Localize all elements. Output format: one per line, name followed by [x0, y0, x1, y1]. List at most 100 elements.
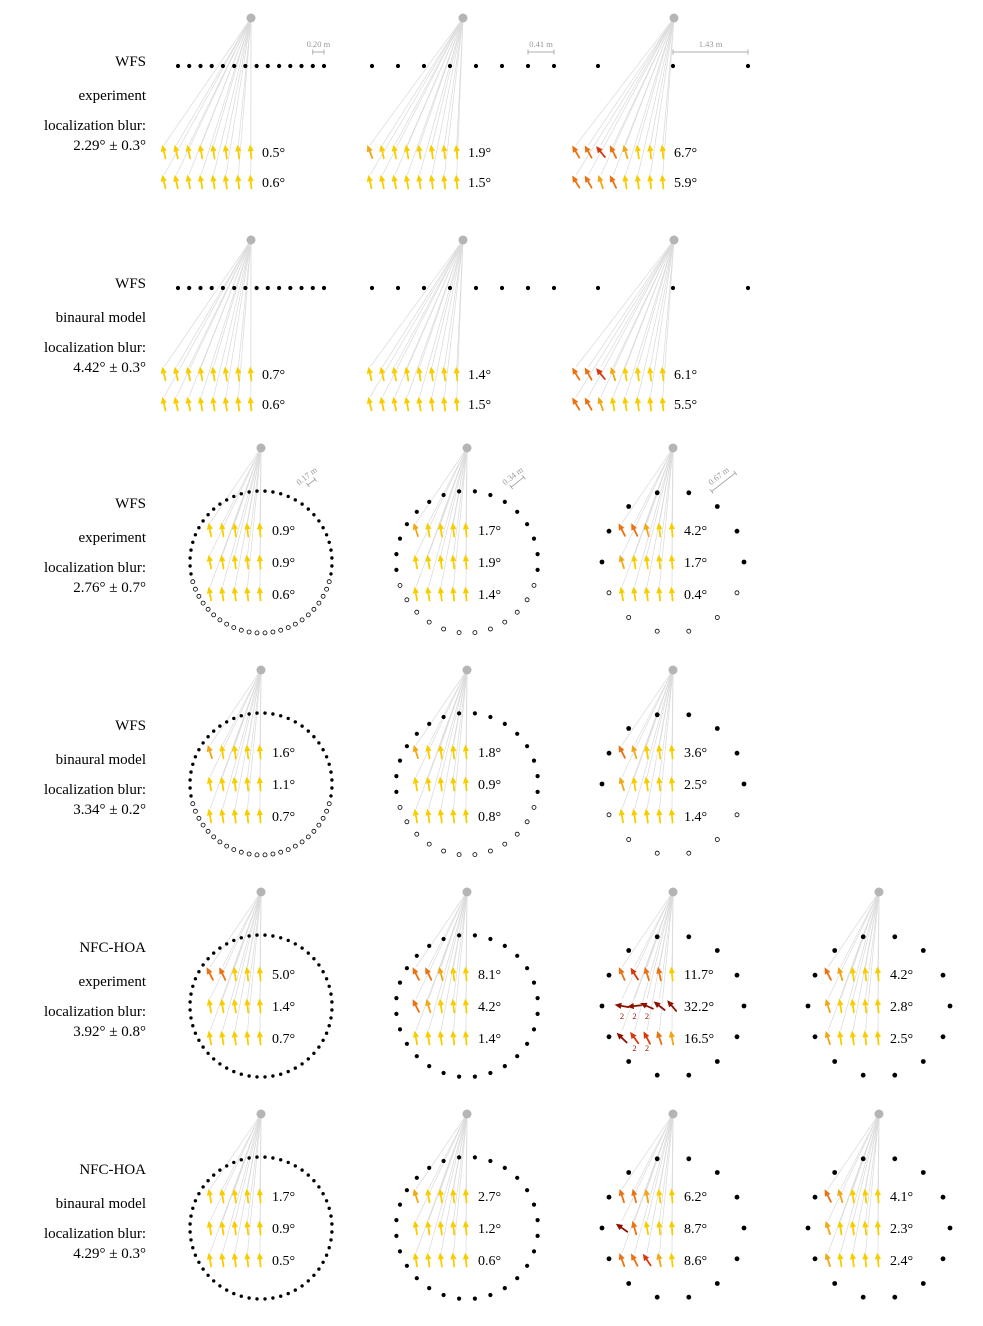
loudspeaker-dot [473, 1297, 477, 1301]
loudspeaker-dot [525, 744, 529, 748]
perceived-direction-arrow [643, 554, 651, 569]
perceived-direction-arrow [659, 366, 666, 380]
inactive-loudspeaker-dot [225, 622, 229, 626]
perceived-direction-arrow [874, 1252, 881, 1266]
loudspeaker-dot [329, 992, 332, 995]
loudspeaker-dot [240, 492, 243, 495]
perceived-direction-arrow [172, 396, 181, 411]
loudspeaker-dot [596, 286, 600, 290]
perceived-direction-arrow [218, 1252, 226, 1267]
loudspeaker-dot [240, 1073, 243, 1076]
angle-label: 5.9° [674, 176, 697, 191]
inactive-loudspeaker-dot [442, 627, 446, 631]
loudspeaker-dot [266, 286, 270, 290]
perceived-direction-arrow [643, 744, 651, 759]
inactive-loudspeaker-dot [232, 848, 236, 852]
perceived-direction-arrow [231, 1252, 239, 1267]
loudspeaker-dot [212, 1279, 215, 1282]
virtual-source-dot [669, 444, 678, 453]
loudspeaker-dot [300, 1284, 303, 1287]
perceived-direction-arrow [618, 808, 626, 823]
loudspeaker-dot [948, 1226, 953, 1231]
loudspeaker-dot [415, 1276, 419, 1280]
loudspeaker-dot [232, 64, 236, 68]
loudspeaker-dot [503, 1286, 507, 1290]
loudspeaker-dot [307, 507, 310, 510]
perceived-direction-arrow [643, 808, 651, 823]
loudspeaker-dot [600, 560, 605, 565]
method-label: binaural model [0, 750, 146, 770]
perceived-direction-arrow [836, 1252, 844, 1267]
inactive-loudspeaker-dot [191, 802, 195, 806]
loudspeaker-dot [311, 286, 315, 290]
blur-value: 3.34° ± 0.2° [0, 800, 146, 820]
loudspeaker-dot [806, 1226, 811, 1231]
perceived-direction-arrow [390, 396, 399, 411]
loudspeaker-dot [442, 715, 446, 719]
loudspeaker-dot [832, 1059, 837, 1064]
method-label: experiment [0, 972, 146, 992]
perceived-direction-arrow [441, 174, 449, 189]
loudspeaker-dot [212, 507, 215, 510]
perceived-direction-arrow [668, 1188, 675, 1202]
perceived-direction-arrow [647, 174, 655, 189]
loudspeaker-dot [325, 977, 328, 980]
angle-label: 1.7° [272, 1190, 295, 1205]
inactive-loudspeaker-dot [627, 616, 631, 620]
perceived-direction-arrow [659, 144, 666, 158]
loudspeaker-dot [405, 1042, 409, 1046]
perceived-direction-arrow [874, 1030, 881, 1044]
inactive-loudspeaker-dot [627, 838, 631, 842]
perceived-direction-arrow [462, 522, 469, 536]
loudspeaker-dot [279, 936, 282, 939]
loudspeaker-dot [394, 568, 398, 572]
loudspeaker-dot [442, 1159, 446, 1163]
loudspeaker-dot [941, 1256, 946, 1261]
inactive-loudspeaker-dot [532, 805, 536, 809]
virtual-source-dot [257, 666, 266, 675]
angle-label: 1.4° [478, 1032, 501, 1047]
loudspeaker-dot [218, 946, 221, 949]
perceived-direction-arrow [617, 1188, 627, 1203]
inactive-loudspeaker-dot [218, 618, 222, 622]
perceived-direction-arrow [424, 1030, 432, 1045]
loudspeaker-dot [189, 1238, 192, 1241]
loudspeaker-dot [287, 1292, 290, 1295]
inactive-loudspeaker-dot [327, 580, 331, 584]
perceived-direction-arrow [231, 522, 239, 537]
perceived-direction-arrow [437, 1030, 445, 1045]
loudspeaker-dot [735, 1256, 740, 1261]
perceived-direction-arrow [462, 1220, 469, 1234]
loudspeaker-dot [255, 1297, 258, 1300]
angle-label: 0.6° [272, 588, 295, 603]
array-panel: 4.1°2.3°2.4° [776, 1104, 980, 1326]
inactive-loudspeaker-dot [321, 594, 325, 598]
inactive-loudspeaker-dot [398, 805, 402, 809]
perceived-direction-arrow [256, 998, 263, 1012]
loudspeaker-dot [225, 1164, 228, 1167]
perceived-direction-arrow [256, 522, 263, 536]
blur-caption: localization blur: [0, 1224, 146, 1244]
method-label: experiment [0, 86, 146, 106]
perceived-direction-arrow [410, 998, 422, 1013]
loudspeaker-dot [191, 1207, 194, 1210]
array-panel: 5.0°1.4°0.7° [158, 882, 362, 1104]
loudspeaker-dot [742, 782, 747, 787]
loudspeaker-dot [328, 985, 331, 988]
loudspeaker-dot [503, 722, 507, 726]
angle-label: 8.1° [478, 968, 501, 983]
perceived-direction-arrow [659, 396, 666, 410]
inactive-loudspeaker-dot [525, 820, 529, 824]
perceived-direction-arrow [424, 1252, 432, 1267]
perceived-direction-arrow [256, 554, 263, 568]
inactive-loudspeaker-dot [532, 583, 536, 587]
perceived-direction-arrow [197, 366, 205, 381]
loudspeaker-dot [405, 1264, 409, 1268]
loudspeaker-dot [201, 1267, 204, 1270]
inactive-loudspeaker-dot [286, 626, 290, 630]
perceived-direction-arrow [594, 366, 608, 381]
loudspeaker-dot [488, 1071, 492, 1075]
loudspeaker-dot [503, 500, 507, 504]
perceived-direction-arrow [582, 396, 594, 411]
